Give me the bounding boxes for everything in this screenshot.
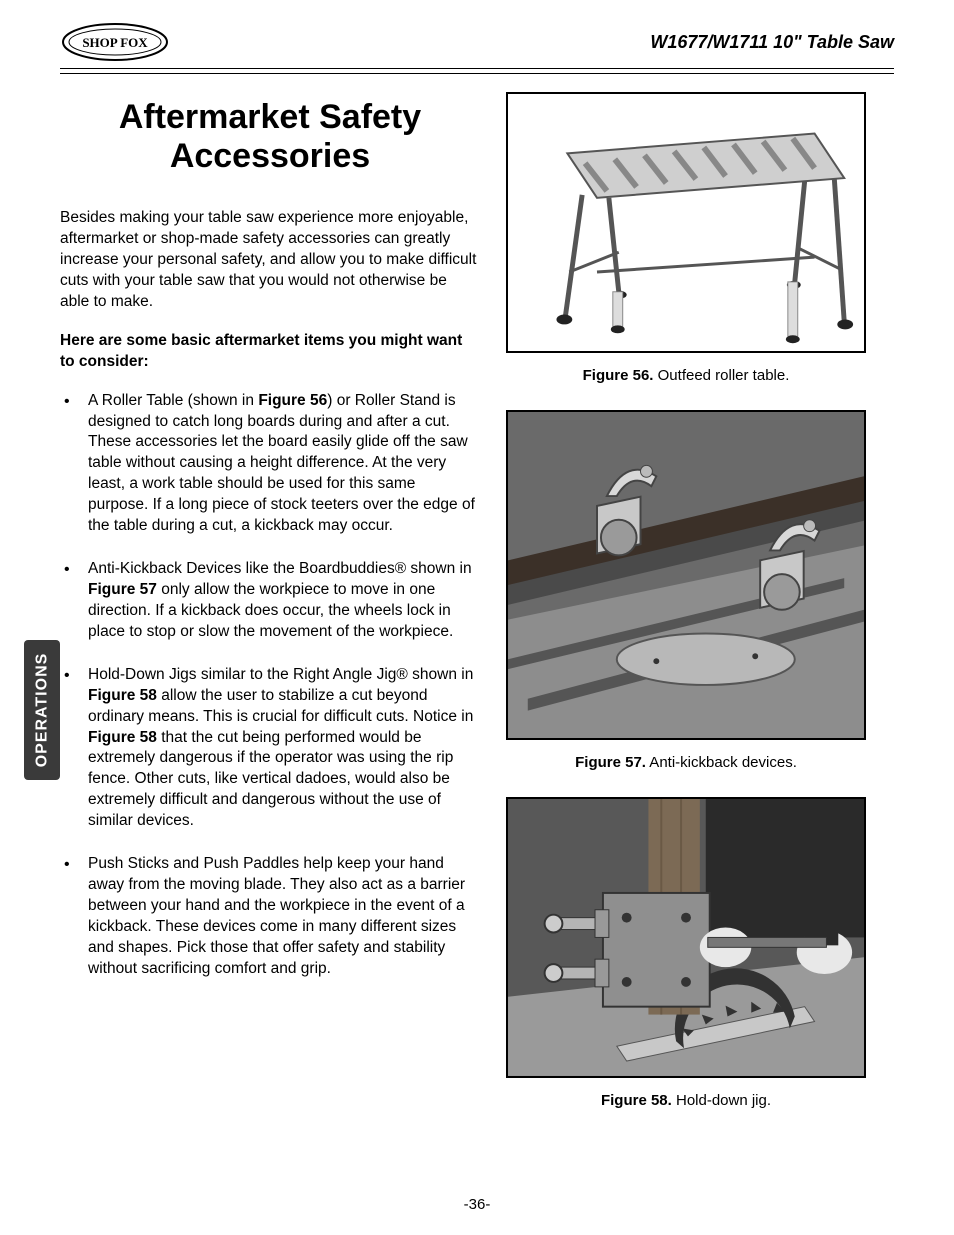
figure-56-image [506,92,866,353]
accessory-list: A Roller Table (shown in Figure 56) or R… [60,391,480,980]
figure-58-caption: Figure 58. Hold-down jig. [506,1092,866,1109]
figure-56-caption: Figure 56. Outfeed roller table. [506,367,866,384]
figure-57-caption: Figure 57. Anti-kickback devices. [506,754,866,771]
main-text-column: Aftermarket Safety Accessories Besides m… [60,92,480,1127]
header-bar: SHOP FOX W1677/W1711 10" Table Saw [60,20,894,69]
list-item: Push Sticks and Push Paddles help keep y… [88,854,480,980]
page-title: Aftermarket Safety Accessories [60,98,480,176]
figure-column: Figure 56. Outfeed roller table. [506,92,866,1127]
figure-58-image [506,797,866,1078]
brand-logo: SHOP FOX [60,20,170,64]
model-title: W1677/W1711 10" Table Saw [650,32,894,53]
section-tab-label: OPERATIONS [33,653,51,768]
intro-paragraph: Besides making your table saw experience… [60,208,480,313]
list-item: Anti-Kickback Devices like the Boardbudd… [88,559,480,643]
page-number: -36- [0,1196,954,1213]
consider-heading: Here are some basic aftermarket items yo… [60,331,480,373]
section-tab-operations: OPERATIONS [24,640,60,780]
figure-57-image [506,410,866,740]
list-item: Hold-Down Jigs similar to the Right Angl… [88,665,480,832]
svg-text:SHOP FOX: SHOP FOX [82,35,148,50]
list-item: A Roller Table (shown in Figure 56) or R… [88,391,480,537]
